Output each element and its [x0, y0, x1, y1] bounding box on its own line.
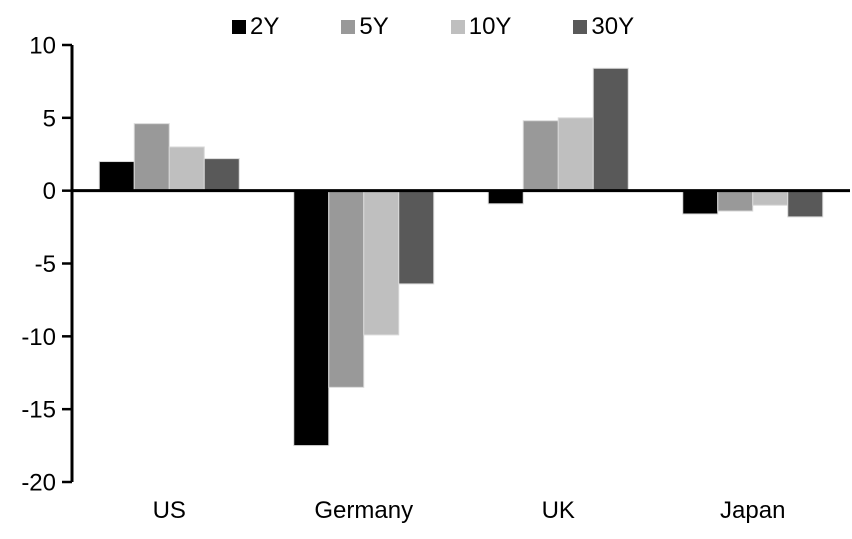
bar-5y-us	[133, 123, 170, 192]
y-axis-label: -15	[21, 397, 56, 424]
bar-30y-us	[203, 158, 240, 192]
bar-2y-us	[98, 161, 135, 192]
bar-10y-us	[168, 146, 205, 192]
bar-5y-japan	[717, 190, 754, 212]
y-axis-label: 0	[43, 178, 56, 205]
legend-item-30y: 30Y	[573, 15, 634, 39]
legend-swatch-5y	[341, 20, 356, 34]
y-axis-label: -10	[21, 324, 56, 351]
chart-legend: 2Y 5Y 10Y 30Y	[232, 15, 634, 39]
bar-10y-japan	[752, 190, 789, 206]
x-category-label-uk: UK	[542, 497, 575, 524]
bar-5y-germany	[328, 190, 365, 388]
y-axis-label: -20	[21, 470, 56, 497]
bar-30y-japan	[787, 190, 824, 218]
legend-label-5y: 5Y	[359, 13, 389, 40]
y-axis-label: 5	[43, 105, 56, 132]
legend-swatch-30y	[573, 20, 588, 34]
y-axis-label: -5	[35, 251, 56, 278]
x-category-label-japan: Japan	[720, 497, 785, 524]
legend-label-2y: 2Y	[250, 13, 280, 40]
legend-label-30y: 30Y	[591, 13, 635, 40]
bar-2y-uk	[487, 190, 524, 205]
legend-swatch-2y	[232, 20, 246, 34]
bar-5y-uk	[522, 120, 559, 192]
bar-10y-uk	[557, 117, 594, 192]
x-category-label-germany: Germany	[314, 497, 413, 524]
bar-30y-uk	[592, 67, 629, 192]
bar-2y-germany	[293, 190, 330, 447]
y-axis-label: 10	[29, 33, 56, 60]
legend-item-2y: 2Y	[232, 15, 279, 39]
legend-item-10y: 10Y	[450, 13, 512, 40]
x-category-label-us: US	[153, 497, 186, 524]
legend-swatch-10y	[450, 20, 465, 34]
bar-2y-japan	[682, 190, 719, 215]
bar-10y-germany	[363, 190, 400, 336]
bar-30y-germany	[398, 190, 435, 285]
legend-item-5y: 5Y	[341, 13, 389, 40]
legend-label-10y: 10Y	[468, 13, 512, 40]
